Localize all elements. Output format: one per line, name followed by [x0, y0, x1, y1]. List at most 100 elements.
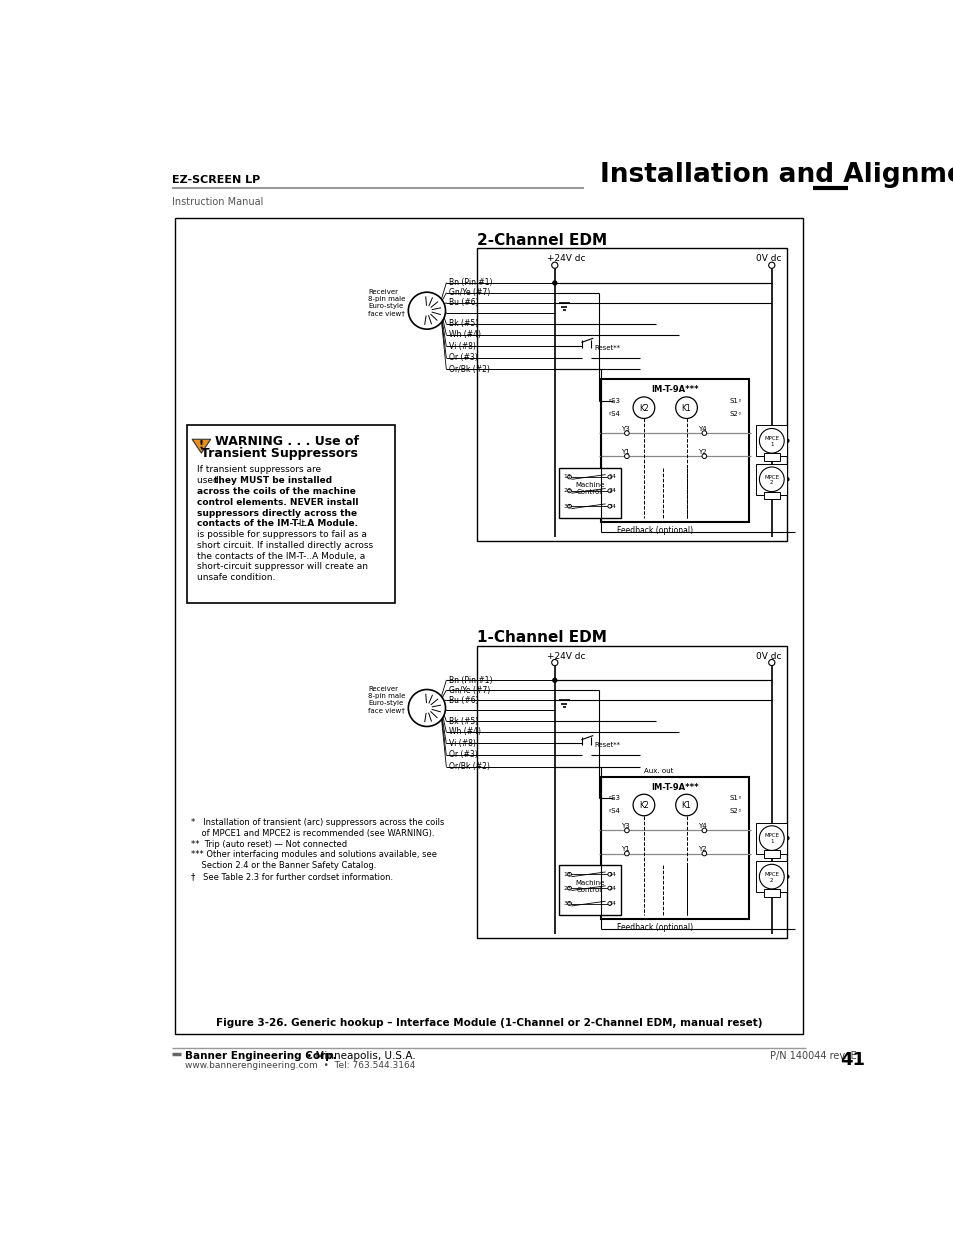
- Bar: [756, 861, 786, 892]
- Bar: [756, 425, 786, 456]
- Text: across the coils of the machine: across the coils of the machine: [196, 487, 355, 496]
- Circle shape: [675, 396, 697, 419]
- Text: suppressors directly across the: suppressors directly across the: [196, 509, 356, 517]
- Text: *   Installation of transient (arc) suppressors across the coils: * Installation of transient (arc) suppre…: [191, 818, 443, 827]
- Text: ◦S4: ◦S4: [607, 411, 619, 417]
- Text: If transient suppressors are: If transient suppressors are: [196, 466, 320, 474]
- Text: K1: K1: [681, 404, 691, 412]
- Text: MPCE
2: MPCE 2: [763, 872, 779, 883]
- Circle shape: [567, 872, 571, 877]
- Circle shape: [769, 874, 773, 878]
- Text: Bn (Pin #1): Bn (Pin #1): [449, 278, 493, 288]
- Circle shape: [553, 678, 557, 682]
- Circle shape: [408, 689, 445, 726]
- Circle shape: [633, 794, 654, 816]
- Circle shape: [567, 504, 571, 508]
- Text: ◦S3: ◦S3: [607, 398, 619, 404]
- Text: Reset**: Reset**: [594, 345, 619, 351]
- Text: S2◦: S2◦: [729, 808, 741, 814]
- Circle shape: [769, 836, 773, 840]
- Text: short-circuit suppressor will create an: short-circuit suppressor will create an: [196, 562, 367, 572]
- Circle shape: [769, 438, 773, 442]
- Circle shape: [624, 851, 629, 856]
- Text: Gn/Ye (#7): Gn/Ye (#7): [449, 685, 490, 695]
- Bar: [600, 379, 748, 521]
- Text: 13: 13: [562, 474, 571, 479]
- Text: Wh (#4): Wh (#4): [449, 727, 481, 736]
- Text: S1◦: S1◦: [729, 398, 741, 404]
- Text: 24: 24: [607, 885, 616, 890]
- Bar: [763, 492, 779, 499]
- Circle shape: [759, 467, 783, 492]
- Text: Y3: Y3: [620, 426, 629, 431]
- Text: 34: 34: [607, 902, 616, 906]
- Text: Gn/Ye (#7): Gn/Ye (#7): [449, 289, 490, 298]
- Text: Banner Engineering Corp.: Banner Engineering Corp.: [185, 1051, 336, 1061]
- Text: Reset**: Reset**: [594, 742, 619, 748]
- Bar: [763, 889, 779, 897]
- Text: Or/Bk (#2): Or/Bk (#2): [449, 364, 490, 374]
- Circle shape: [759, 864, 783, 889]
- Circle shape: [785, 440, 788, 442]
- Text: K1: K1: [681, 802, 691, 810]
- Text: 33: 33: [562, 504, 571, 509]
- Text: 14: 14: [607, 872, 616, 877]
- Circle shape: [768, 659, 774, 666]
- Text: they MUST be installed: they MUST be installed: [214, 477, 333, 485]
- Circle shape: [785, 478, 788, 480]
- Circle shape: [567, 475, 571, 479]
- Text: is possible for suppressors to fail as a: is possible for suppressors to fail as a: [196, 530, 366, 540]
- Text: Machine
Control: Machine Control: [575, 879, 604, 893]
- Text: Y1: Y1: [620, 448, 629, 454]
- Text: Bk (#5): Bk (#5): [449, 716, 478, 726]
- Text: Instruction Manual: Instruction Manual: [172, 198, 263, 207]
- Circle shape: [567, 902, 571, 905]
- Text: 23: 23: [562, 488, 571, 493]
- Text: Y2: Y2: [698, 448, 706, 454]
- Text: Feedback (optional): Feedback (optional): [617, 526, 693, 535]
- Text: ◦S3: ◦S3: [607, 795, 619, 802]
- Text: Section 2.4 or the Banner Safety Catalog.: Section 2.4 or the Banner Safety Catalog…: [191, 861, 375, 871]
- Text: Or/Bk (#2): Or/Bk (#2): [449, 762, 490, 771]
- Text: !: !: [198, 440, 204, 450]
- Circle shape: [675, 794, 697, 816]
- Bar: [558, 864, 620, 915]
- Circle shape: [607, 872, 611, 877]
- Text: 1-Channel EDM: 1-Channel EDM: [476, 630, 606, 645]
- Text: *** Other interfacing modules and solutions available, see: *** Other interfacing modules and soluti…: [191, 851, 436, 860]
- Text: S2◦: S2◦: [729, 411, 741, 417]
- Circle shape: [551, 659, 558, 666]
- Circle shape: [553, 282, 557, 285]
- Bar: [476, 646, 786, 939]
- Text: unsafe condition.: unsafe condition.: [196, 573, 274, 582]
- Text: ◦S4: ◦S4: [607, 808, 619, 814]
- Circle shape: [701, 454, 706, 458]
- Text: K2: K2: [639, 404, 648, 412]
- Text: 23: 23: [562, 885, 571, 890]
- Bar: [558, 468, 620, 517]
- Circle shape: [607, 887, 611, 890]
- Text: Figure 3-26. Generic hookup – Interface Module (1-Channel or 2-Channel EDM, manu: Figure 3-26. Generic hookup – Interface …: [215, 1019, 761, 1029]
- Text: †   See Table 2.3 for further cordset information.: † See Table 2.3 for further cordset info…: [191, 872, 393, 881]
- Circle shape: [785, 876, 788, 878]
- Text: of MPCE1 and MPCE2 is recommended (see WARNING).: of MPCE1 and MPCE2 is recommended (see W…: [191, 829, 434, 837]
- Text: IM-T-9A***: IM-T-9A***: [651, 783, 698, 792]
- Circle shape: [785, 836, 788, 840]
- Text: Feedback (optional): Feedback (optional): [617, 923, 693, 932]
- Text: 14: 14: [607, 474, 616, 479]
- Text: Bk (#5): Bk (#5): [449, 320, 478, 329]
- Text: K2: K2: [639, 802, 648, 810]
- Circle shape: [701, 829, 706, 832]
- Text: contacts of the IM-T-..A Module.: contacts of the IM-T-..A Module.: [196, 520, 357, 529]
- Text: short circuit. If installed directly across: short circuit. If installed directly acr…: [196, 541, 373, 550]
- Text: Wh (#4): Wh (#4): [449, 330, 481, 340]
- Text: WARNING . . . Use of: WARNING . . . Use of: [215, 435, 359, 447]
- Circle shape: [607, 504, 611, 508]
- Polygon shape: [192, 440, 211, 453]
- Text: control elements. NEVER install: control elements. NEVER install: [196, 498, 358, 506]
- Text: Y3: Y3: [620, 823, 629, 829]
- Text: Bn (Pin #1): Bn (Pin #1): [449, 676, 493, 684]
- Circle shape: [624, 431, 629, 436]
- Text: Transient Suppressors: Transient Suppressors: [201, 447, 358, 459]
- Text: Machine
Control: Machine Control: [575, 483, 604, 495]
